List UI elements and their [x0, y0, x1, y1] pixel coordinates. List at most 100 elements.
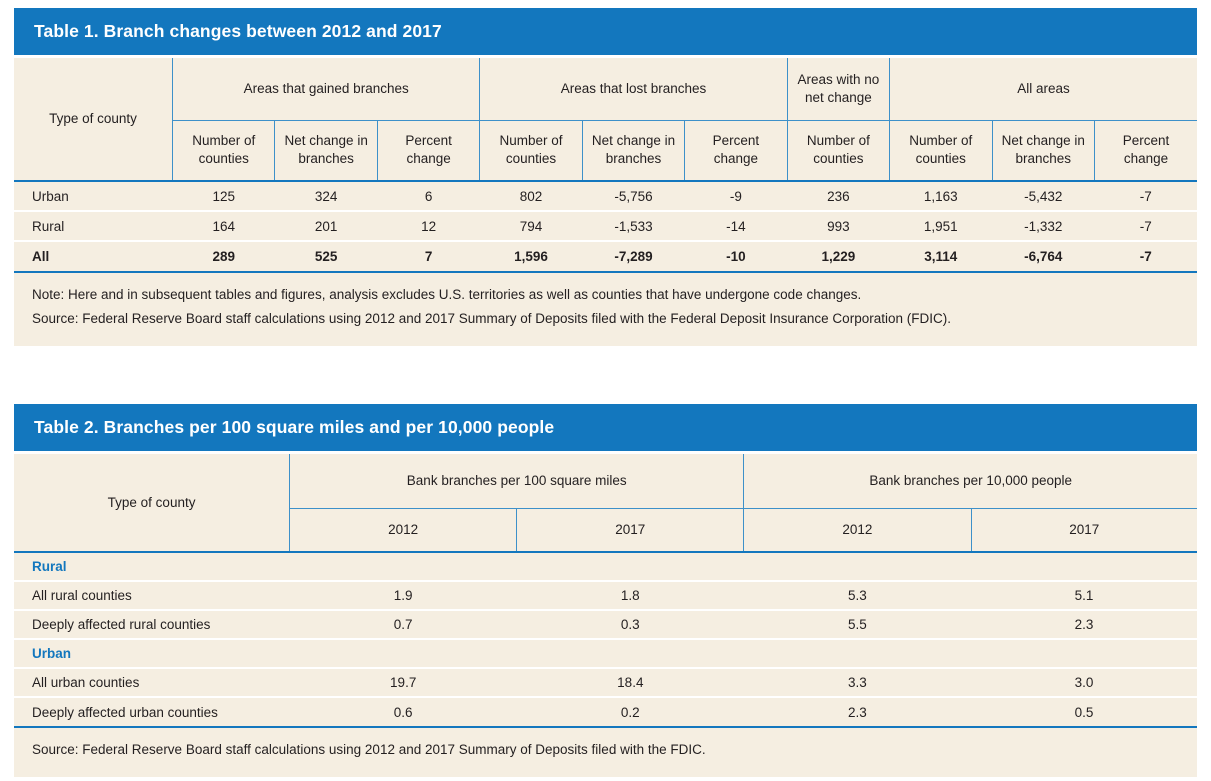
data-cell: 0.3: [516, 609, 744, 640]
table1-subheader: Net change in branches: [581, 120, 685, 182]
table2-source: Source: Federal Reserve Board staff calc…: [32, 741, 706, 757]
data-cell: -14: [684, 210, 788, 241]
section-label: Rural: [32, 559, 67, 575]
table-row-all-rural: All rural counties 1.9 1.8 5.3 5.1: [14, 580, 1197, 611]
table2-group-header-row: Type of county Bank branches per 100 squ…: [14, 454, 1197, 554]
table1-note: Note: Here and in subsequent tables and …: [32, 286, 862, 302]
data-cell: 525: [274, 240, 378, 271]
data-cell: 19.7: [289, 667, 517, 698]
table1-notes: Note: Here and in subsequent tables and …: [14, 271, 1197, 347]
data-cell: -7,289: [582, 240, 685, 271]
table1-group-no-net-change: Areas with no net change: [786, 58, 890, 121]
data-cell: 201: [274, 210, 378, 241]
data-cell: 7: [377, 240, 480, 271]
row-label: Deeply affected rural counties: [14, 609, 290, 640]
row-label: All urban counties: [14, 667, 290, 698]
table2-group-per-100-sq-miles: Bank branches per 100 square miles: [289, 454, 744, 509]
section-label: Urban: [14, 638, 1197, 669]
data-cell: 1,163: [923, 188, 958, 204]
data-cell: 0.5: [971, 696, 1197, 727]
data-cell: -10: [684, 240, 788, 271]
table1-subheader: Net change in branches: [991, 120, 1095, 182]
table1-subheader: Net change in branches: [274, 120, 378, 182]
data-cell: -5,756: [614, 188, 653, 204]
data-cell: -9: [729, 188, 742, 204]
table1-subheader: Number of counties: [479, 120, 583, 182]
data-cell: 993: [787, 210, 890, 241]
table-row-rural: Rural 164 201 12 794 -1,533 -14 993 1,95…: [14, 210, 1197, 241]
table1-subheader-row: Number of counties Net change in branche…: [14, 120, 1197, 182]
table-row-deeply-urban: Deeply affected urban counties 0.6 0.2 2…: [14, 696, 1197, 727]
table1-title: Table 1. Branch changes between 2012 and…: [34, 21, 442, 41]
data-cell: 5.3: [743, 580, 971, 611]
table2-subheader-year: 2012: [289, 508, 517, 554]
section-header-row-rural: Rural: [14, 552, 1197, 581]
table1-subheader: Number of counties: [172, 120, 275, 182]
data-cell: 2.3: [743, 696, 971, 727]
table-row-all-urban: All urban counties 19.7 18.4 3.3 3.0: [14, 667, 1197, 698]
data-cell: 1,951: [889, 210, 993, 241]
data-cell: 1,596: [479, 240, 583, 271]
data-cell: 12: [377, 210, 480, 241]
data-cell: 0.2: [516, 696, 744, 727]
data-cell: 1.8: [516, 580, 744, 611]
data-cell: 794: [479, 210, 583, 241]
table2: Type of county Bank branches per 100 squ…: [14, 454, 1197, 727]
table2-group-per-10000-people: Bank branches per 10,000 people: [743, 454, 1197, 509]
table2-notes: Source: Federal Reserve Board staff calc…: [14, 726, 1197, 777]
data-cell: 164: [172, 210, 275, 241]
table1: Type of county Areas that gained branche…: [14, 58, 1197, 271]
table1-subheader: Percent change: [1093, 120, 1197, 182]
table1-panel: Table 1. Branch changes between 2012 and…: [14, 8, 1197, 347]
data-cell: 5.5: [743, 609, 971, 640]
table2-subheader-row: 2012 2017 2012 2017: [14, 508, 1197, 554]
data-cell: 125: [212, 188, 235, 204]
data-cell: 324: [314, 188, 338, 204]
data-cell: 2.3: [971, 609, 1197, 640]
data-cell: 0.7: [289, 609, 517, 640]
data-cell: -7: [1094, 240, 1197, 271]
data-cell: 1.9: [289, 580, 517, 611]
data-cell: -5,432: [1024, 188, 1063, 204]
data-cell: 236: [827, 188, 850, 204]
data-cell: 3,114: [889, 240, 993, 271]
table1-source: Source: Federal Reserve Board staff calc…: [32, 311, 951, 327]
table1-group-gained: Areas that gained branches: [172, 58, 480, 121]
table-row-deeply-rural: Deeply affected rural counties 0.7 0.3 5…: [14, 609, 1197, 640]
data-cell: 1,229: [787, 240, 890, 271]
row-label: Deeply affected urban counties: [14, 696, 290, 727]
data-cell: -6,764: [992, 240, 1095, 271]
table1-subheader: Percent change: [376, 120, 480, 182]
data-cell: -1,332: [992, 210, 1095, 241]
table2-subheader-year: 2017: [516, 508, 744, 554]
table-row-all: All 289 525 7 1,596 -7,289 -10 1,229 3,1…: [14, 240, 1197, 271]
data-cell: -7: [1139, 188, 1152, 204]
row-label: Urban: [32, 188, 69, 204]
data-cell: 802: [519, 188, 543, 204]
data-cell: 3.3: [743, 667, 971, 698]
data-cell: -1,533: [582, 210, 685, 241]
table1-group-lost: Areas that lost branches: [479, 58, 788, 121]
data-cell: 6: [424, 188, 433, 204]
table2-subheader-year: 2017: [970, 508, 1197, 554]
data-cell: 289: [172, 240, 275, 271]
section-header-row-urban: Urban: [14, 638, 1197, 669]
row-label: Rural: [14, 210, 173, 241]
table2-corner-header: Type of county: [14, 454, 291, 554]
data-cell: 18.4: [516, 667, 744, 698]
table1-title-bar: Table 1. Branch changes between 2012 and…: [14, 8, 1197, 55]
table2-title: Table 2. Branches per 100 square miles a…: [34, 417, 555, 438]
data-cell: 5.1: [971, 580, 1197, 611]
data-cell: 3.0: [971, 667, 1197, 698]
row-label: All: [14, 240, 173, 271]
row-label: All rural counties: [14, 580, 290, 611]
data-cell: 0.6: [289, 696, 517, 727]
table1-subheader: Number of counties: [786, 120, 890, 182]
table1-group-all-areas: All areas: [889, 58, 1197, 121]
table2-panel: Table 2. Branches per 100 square miles a…: [14, 404, 1197, 777]
table2-subheader-year: 2012: [743, 508, 971, 554]
table1-group-header-row: Type of county Areas that gained branche…: [14, 58, 1197, 182]
table-row-urban: Urban 125 324 6 802 -5,756 -9 236 1,163 …: [14, 181, 1197, 211]
data-cell: -7: [1094, 210, 1197, 241]
table1-corner-header: Type of county: [14, 58, 174, 182]
